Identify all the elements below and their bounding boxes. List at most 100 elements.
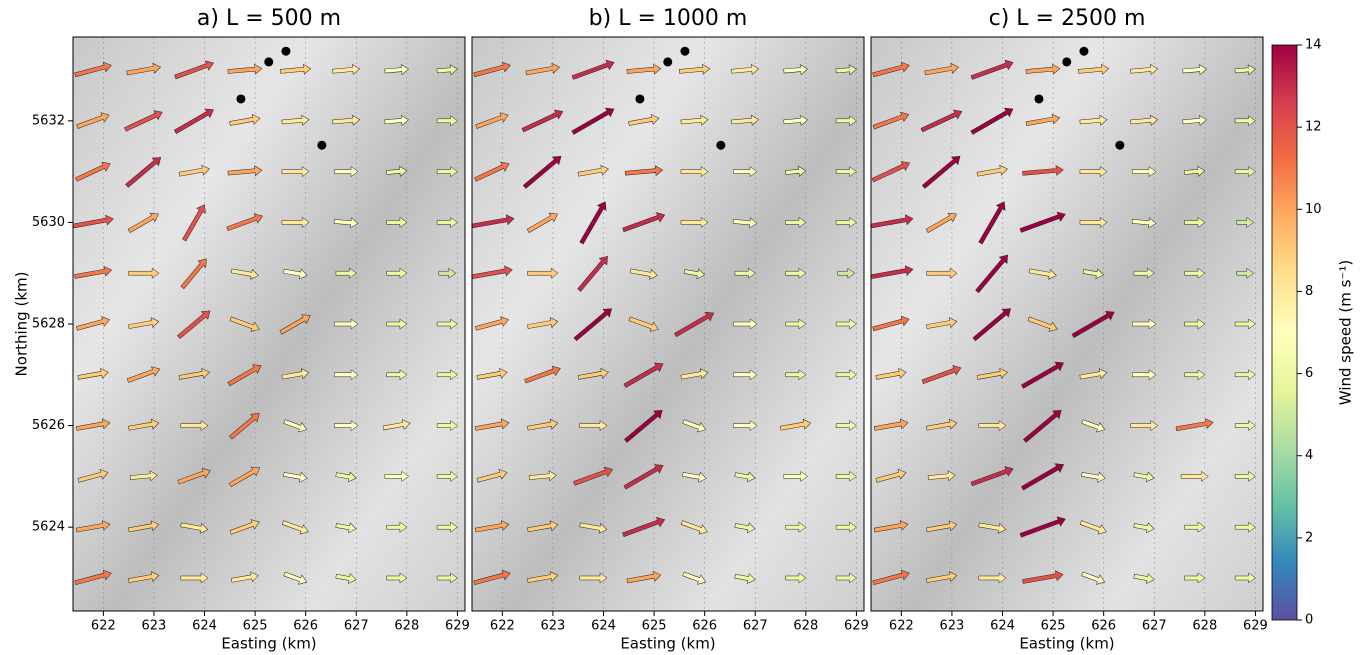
panel-frame [471,36,865,612]
wind-arrow [1081,571,1106,585]
wind-arrow [473,569,511,586]
wind-arrow [624,410,663,443]
wind-arrow [129,470,158,482]
wind-arrow [571,107,615,135]
wind-arrow [1131,217,1157,229]
wind-arrow [77,469,109,483]
wind-arrow [1022,164,1064,176]
wind-arrow [177,310,211,339]
wind-arrow [474,520,510,533]
wind-arrow [927,470,956,482]
wind-arrow [873,520,909,533]
wind-arrow [785,318,807,330]
wind-arrow [1234,521,1256,533]
x-tick-label: 622 [889,619,914,634]
vectors [73,37,458,611]
wind-arrow [1184,216,1206,228]
wind-arrow [1236,216,1255,228]
wind-arrow [1027,316,1058,332]
panel-frame [870,36,1264,612]
x-tick-label: 625 [243,619,268,634]
wind-arrow [333,166,359,178]
wind-arrow [384,470,410,482]
wind-arrow [1234,166,1256,178]
cbar-tick-label: 0 [1305,613,1313,628]
station [281,46,291,56]
wind-arrow [73,214,114,229]
wind-arrow [579,522,608,534]
wind-arrow [228,466,261,487]
wind-arrow [1184,318,1206,330]
x-tick-label: 628 [394,619,419,634]
wind-arrow [436,318,458,330]
wind-arrow [436,166,458,178]
wind-arrow [626,570,662,584]
wind-arrow [1131,318,1157,330]
wind-arrow [1133,267,1155,279]
wind-arrow [386,165,408,177]
wind-arrow [921,156,961,189]
wind-arrow [978,420,1007,432]
wind-arrow [731,63,760,75]
wind-arrow [1234,369,1256,381]
wind-arrow [783,114,808,126]
y-tick-label: 5626 [32,418,65,433]
wind-arrow [527,418,559,431]
wind-arrow [1021,463,1064,491]
wind-arrow [180,258,207,290]
wind-arrow [921,365,962,384]
x-tick-label: 625 [642,619,667,634]
wind-arrow [628,114,660,126]
wind-arrow [926,571,958,583]
wind-arrow [527,520,559,533]
station [264,57,274,67]
x-tick-label: 622 [91,619,116,634]
wind-arrow [680,520,708,535]
wind-arrow [527,267,559,279]
vectors [871,37,1256,611]
wind-arrow [571,59,615,80]
wind-arrow [128,418,160,431]
wind-arrow [281,166,310,178]
wind-arrow [127,212,159,233]
wind-arrow [74,61,112,78]
wind-arrow [74,569,112,586]
wind-arrow [785,165,807,177]
wind-arrow [579,420,608,432]
x-tick-label: 627 [344,619,369,634]
wind-arrow [279,314,311,335]
wind-arrow [281,114,310,126]
colorbar [1271,44,1298,621]
x-tick-label: 623 [142,619,167,634]
x-axis-label: Easting (km) [1019,635,1114,653]
wind-arrow [229,316,260,332]
wind-arrow [1021,361,1064,389]
wind-arrow [573,466,613,486]
wind-arrow [925,212,957,233]
wind-arrow [128,317,160,329]
wind-arrow [785,267,807,279]
x-tick-label: 629 [844,619,869,634]
wind-arrow [835,521,857,533]
wind-arrow [527,571,559,583]
wind-arrow [732,369,758,381]
wind-arrow [1133,471,1155,483]
x-axis-label: Easting (km) [620,635,715,653]
wind-arrow [622,516,666,537]
wind-arrow [978,201,1006,245]
wind-arrow [924,62,959,76]
wind-arrow [74,265,113,279]
x-axis-label: Easting (km) [221,635,316,653]
wind-arrow [281,216,310,228]
wind-arrow [970,466,1014,487]
wind-arrow [1184,521,1206,533]
panel-frame [72,36,466,612]
wind-arrow [1130,420,1159,432]
wind-arrow [785,521,807,533]
wind-arrow [335,522,357,534]
wind-arrow [1079,166,1108,178]
wind-arrow [1130,114,1159,126]
wind-arrow [386,369,408,381]
wind-arrow [521,109,564,133]
